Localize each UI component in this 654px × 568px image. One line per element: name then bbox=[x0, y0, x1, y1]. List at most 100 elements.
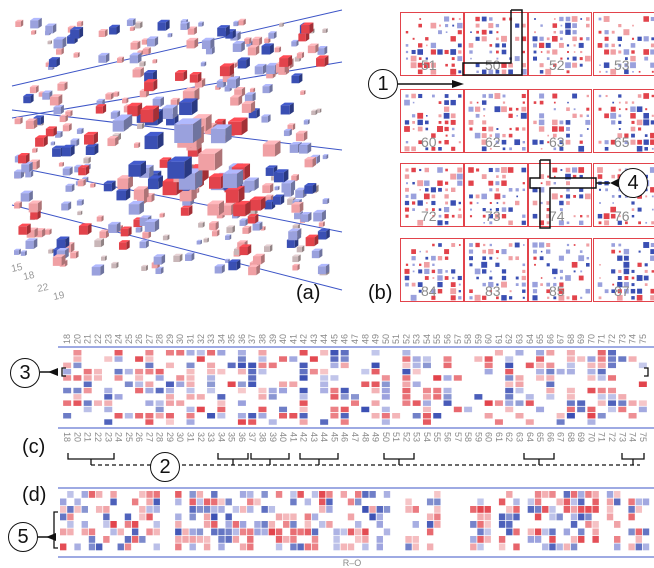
strip-cell bbox=[139, 536, 146, 543]
matrix-cell bbox=[495, 140, 500, 144]
cube-front-face bbox=[261, 46, 271, 55]
matrix-cell bbox=[445, 201, 449, 205]
matrix-cell bbox=[155, 375, 164, 381]
matrix-cell bbox=[268, 394, 277, 400]
matrix-cell bbox=[651, 270, 654, 273]
matrix-cell bbox=[521, 63, 526, 68]
matrix-cell bbox=[481, 29, 487, 35]
matrix-cell bbox=[489, 44, 493, 47]
strip-cell bbox=[614, 521, 621, 528]
cube-front-face bbox=[215, 86, 220, 90]
cube bbox=[252, 221, 263, 231]
matrix-cell bbox=[546, 375, 555, 381]
column-tick: 33 bbox=[206, 334, 216, 344]
cube-top-face bbox=[33, 115, 44, 118]
strip-cell bbox=[67, 491, 74, 498]
matrix-cell bbox=[552, 268, 558, 275]
cube-side-face bbox=[145, 239, 149, 249]
cube-front-face bbox=[311, 110, 316, 116]
column-tick: 38 bbox=[257, 432, 267, 442]
cube-side-face bbox=[315, 184, 319, 194]
matrix-cell bbox=[645, 108, 648, 111]
strip-cell bbox=[189, 543, 196, 551]
cube bbox=[300, 211, 312, 222]
matrix-cell bbox=[438, 140, 442, 144]
matrix-cell bbox=[501, 69, 507, 75]
matrix-cell bbox=[508, 62, 513, 68]
cube-side-face bbox=[42, 228, 46, 238]
matrix-cell bbox=[299, 419, 308, 425]
strip-cell bbox=[362, 528, 369, 536]
matrix-cell bbox=[643, 139, 649, 145]
cube-front-face bbox=[105, 94, 111, 100]
matrix-cell bbox=[482, 249, 487, 254]
cube-front-face bbox=[209, 223, 216, 230]
matrix-cell bbox=[444, 100, 449, 105]
matrix-cell bbox=[83, 381, 92, 387]
cube-top-face bbox=[159, 157, 172, 160]
matrix-cell bbox=[571, 16, 578, 22]
strip-cell bbox=[153, 506, 160, 513]
matrix-cell bbox=[587, 375, 596, 381]
cube bbox=[47, 40, 52, 45]
cube-top-face bbox=[76, 199, 84, 201]
cube-front-face bbox=[239, 220, 246, 226]
matrix-cell bbox=[565, 173, 571, 180]
cube-top-face bbox=[101, 255, 107, 257]
cube-top-face bbox=[274, 46, 282, 48]
cube-side-face bbox=[255, 213, 259, 224]
matrix-cell bbox=[509, 147, 512, 151]
cube-side-face bbox=[264, 226, 266, 231]
matrix-cell bbox=[515, 387, 524, 394]
cube bbox=[311, 109, 318, 116]
cube-top-face bbox=[304, 156, 317, 160]
strip-cell bbox=[139, 491, 146, 498]
matrix-cell bbox=[587, 406, 596, 413]
cube-front-face bbox=[147, 178, 159, 190]
cube bbox=[161, 104, 178, 120]
strip-cell bbox=[376, 536, 383, 543]
matrix-cell bbox=[566, 394, 575, 400]
strip-cell bbox=[218, 528, 225, 536]
matrix-cell bbox=[560, 24, 563, 27]
column-tick: 48 bbox=[360, 432, 370, 442]
strip-cell bbox=[103, 513, 110, 521]
cube-side-face bbox=[215, 221, 219, 230]
cube-top-face bbox=[144, 131, 164, 137]
matrix-cell bbox=[482, 208, 486, 212]
column-tick: 53 bbox=[412, 334, 422, 344]
matrix-cell bbox=[186, 381, 195, 387]
matrix-cell bbox=[623, 282, 629, 288]
cube-top-face bbox=[209, 173, 227, 178]
cube-front-face bbox=[103, 183, 112, 192]
cube-front-face bbox=[83, 158, 89, 164]
column-tick: 40 bbox=[278, 432, 288, 442]
matrix-cell bbox=[508, 296, 513, 300]
matrix-cell bbox=[469, 127, 473, 131]
cube-front-face bbox=[287, 124, 293, 131]
matrix-cell bbox=[402, 400, 411, 406]
matrix-cell bbox=[419, 168, 422, 172]
strip-cell bbox=[635, 536, 643, 543]
cube bbox=[77, 178, 86, 187]
strip-cell bbox=[642, 498, 650, 506]
matrix-cell bbox=[482, 282, 486, 287]
matrix-cell bbox=[522, 214, 526, 218]
strip-cell bbox=[211, 498, 218, 506]
matrix-cell bbox=[237, 400, 246, 406]
matrix-cell bbox=[631, 201, 635, 205]
strip-cell bbox=[549, 506, 556, 513]
matrix-cell bbox=[534, 263, 536, 266]
cube-top-face bbox=[300, 90, 306, 92]
cube-side-face bbox=[101, 215, 104, 222]
strip-cell bbox=[297, 528, 304, 536]
strip-cell bbox=[642, 528, 650, 536]
strip-cell bbox=[412, 521, 419, 528]
matrix-cell bbox=[618, 394, 627, 400]
matrix-cell bbox=[533, 249, 537, 254]
strip-cell bbox=[225, 528, 232, 536]
cube bbox=[73, 52, 80, 58]
cube-top-face bbox=[196, 239, 202, 241]
cube-side-face bbox=[254, 177, 259, 191]
strip-cell bbox=[290, 521, 297, 528]
